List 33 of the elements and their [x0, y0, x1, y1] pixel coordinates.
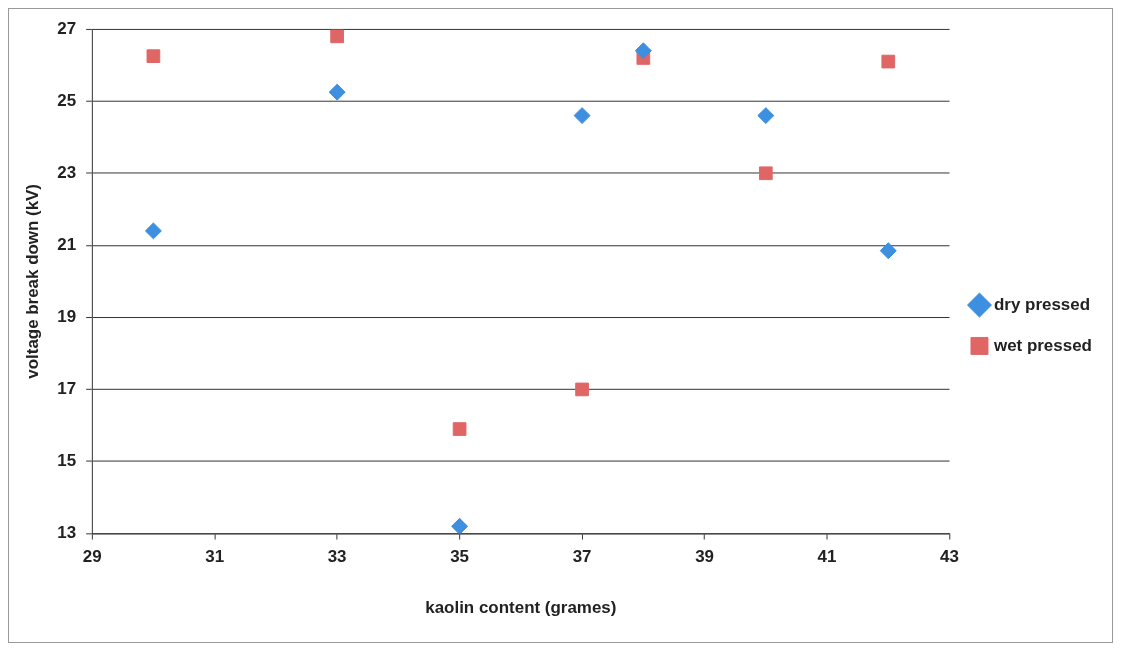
point: [757, 107, 775, 125]
y-tick-label: 27: [57, 18, 77, 38]
y-tick-label: 23: [57, 162, 77, 182]
x-tick-label: 35: [450, 547, 470, 567]
point: [451, 517, 469, 534]
x-tick-label: 43: [940, 547, 959, 567]
point: [330, 29, 344, 44]
x-tick-label: 29: [82, 547, 102, 567]
point: [452, 422, 467, 436]
y-tick-label: 13: [57, 523, 77, 543]
point: [879, 242, 897, 260]
legend-label: dry pressed: [993, 294, 1091, 314]
point: [573, 107, 591, 125]
point: [758, 166, 773, 181]
point: [634, 42, 652, 60]
x-tick-label: 31: [205, 547, 225, 567]
point: [144, 222, 162, 240]
x-tick-label: 33: [327, 547, 347, 567]
y-tick-label: 21: [57, 234, 77, 254]
y-tick-label: 15: [57, 451, 77, 471]
point: [328, 83, 346, 101]
legend-label: wet pressed: [992, 335, 1092, 355]
y-axis-title: voltage break down (kV): [22, 183, 42, 379]
point: [881, 54, 896, 69]
y-tick-label: 17: [57, 379, 77, 399]
x-axis-title: kaolin content (grames): [425, 597, 617, 617]
x-tick-label: 37: [572, 547, 592, 567]
y-tick-label: 19: [57, 307, 77, 327]
x-tick-label: 39: [695, 547, 714, 567]
y-tick-label: 25: [57, 90, 77, 110]
point: [575, 382, 589, 397]
point: [146, 49, 161, 63]
x-tick-label: 41: [817, 547, 837, 567]
